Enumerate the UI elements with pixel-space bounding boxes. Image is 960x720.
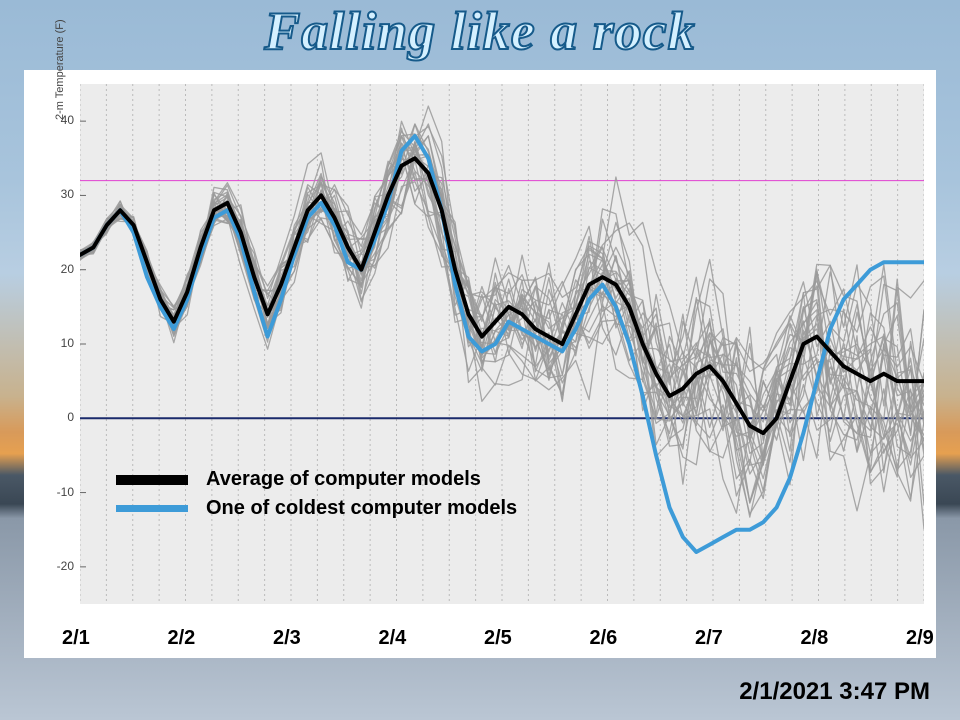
page-title: Falling like a rock <box>0 0 960 62</box>
y-tick-label: 20 <box>24 262 74 276</box>
x-tick-label: 2/8 <box>801 627 829 650</box>
legend-item: Average of computer models <box>116 468 517 491</box>
x-tick-label: 2/5 <box>484 627 512 650</box>
chart-container: 2-m Temperature (F) -20-100102030402/12/… <box>24 70 936 658</box>
x-tick-label: 2/3 <box>273 627 301 650</box>
legend-label: Average of computer models <box>206 468 481 491</box>
y-tick-label: -10 <box>24 485 74 499</box>
y-tick-label: 30 <box>24 187 74 201</box>
legend-swatch <box>116 475 188 485</box>
timestamp-label: 2/1/2021 3:47 PM <box>739 678 930 706</box>
x-tick-label: 2/4 <box>379 627 407 650</box>
x-tick-label: 2/7 <box>695 627 723 650</box>
y-tick-label: 0 <box>24 410 74 424</box>
chart-svg <box>80 84 924 604</box>
x-tick-label: 2/9 <box>906 627 934 650</box>
x-tick-label: 2/6 <box>590 627 618 650</box>
y-tick-label: -20 <box>24 559 74 573</box>
legend-swatch <box>116 505 188 512</box>
plot-area <box>80 84 924 604</box>
legend-label: One of coldest computer models <box>206 497 517 520</box>
y-tick-label: 10 <box>24 336 74 350</box>
legend-item: One of coldest computer models <box>116 497 517 520</box>
y-tick-label: 40 <box>24 113 74 127</box>
x-tick-label: 2/2 <box>168 627 196 650</box>
legend: Average of computer models One of coldest… <box>116 468 517 526</box>
x-tick-label: 2/1 <box>62 627 90 650</box>
